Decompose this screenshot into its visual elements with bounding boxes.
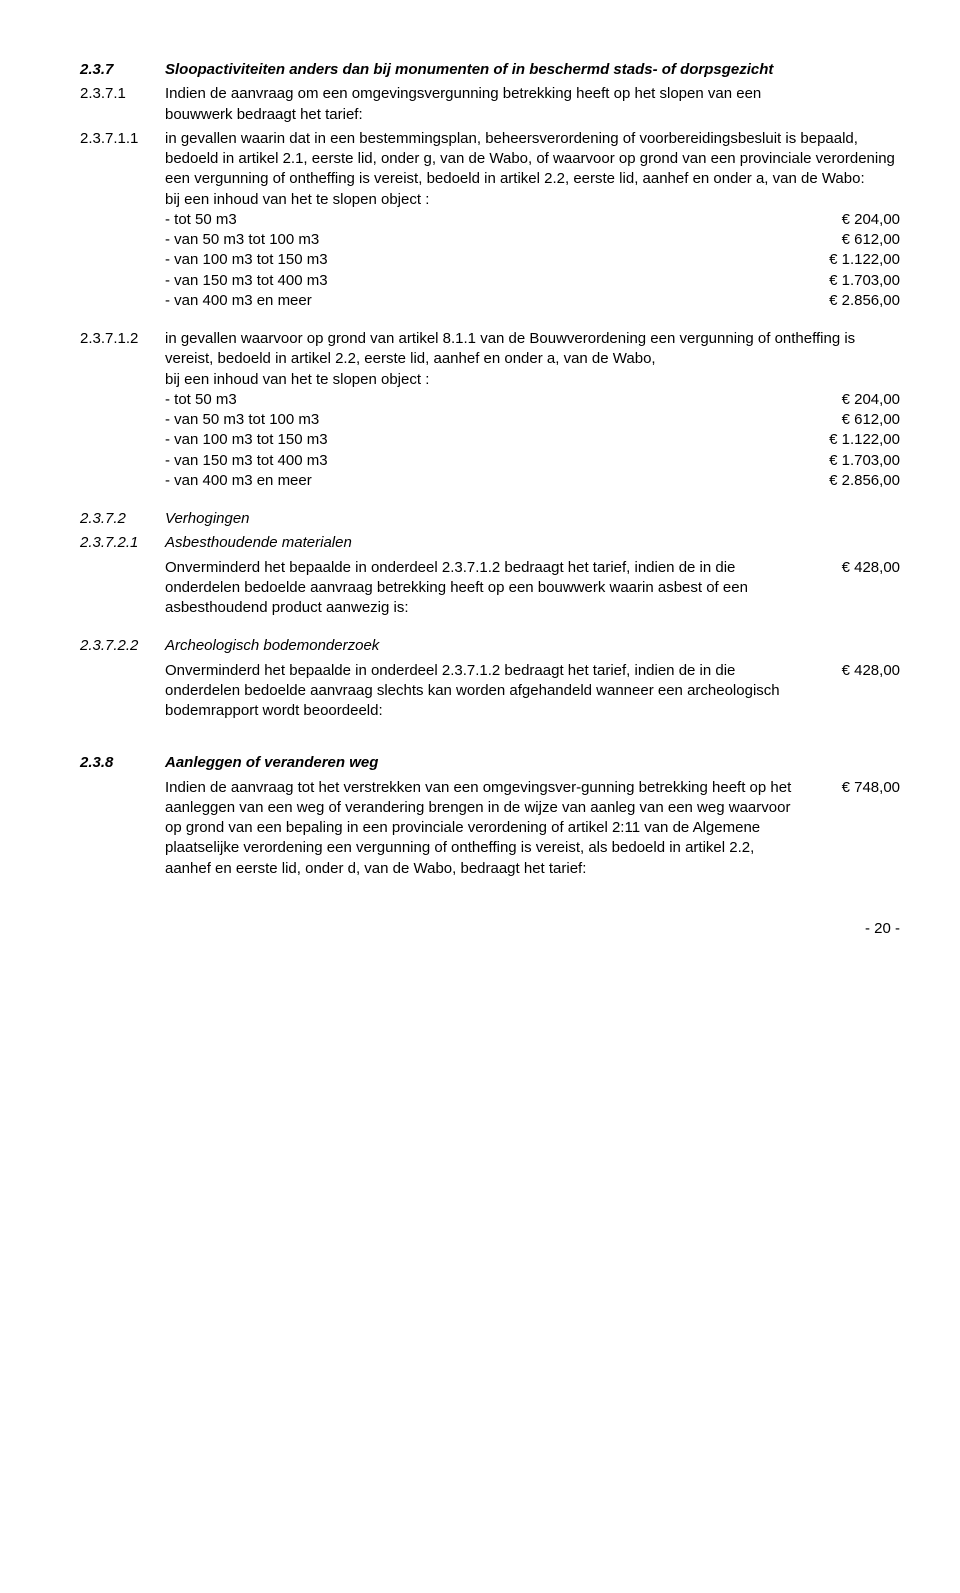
section-23722-amount: € 428,00 xyxy=(800,661,900,722)
section-238-number: 2.3.8 xyxy=(80,753,165,773)
price-row-amount: € 612,00 xyxy=(800,410,900,430)
price-row: - van 100 m3 tot 150 m3€ 1.122,00 xyxy=(165,430,900,450)
section-23712-body: in gevallen waarvoor op grond van artike… xyxy=(165,329,900,491)
section-238-textblock: Indien de aanvraag tot het verstrekken v… xyxy=(165,778,900,879)
price-row-label: - van 100 m3 tot 150 m3 xyxy=(165,250,800,270)
price-row-amount: € 204,00 xyxy=(800,210,900,230)
price-row: - van 50 m3 tot 100 m3€ 612,00 xyxy=(165,230,900,250)
price-row-label: - van 50 m3 tot 100 m3 xyxy=(165,230,800,250)
price-row-amount: € 1.122,00 xyxy=(800,430,900,450)
price-row-amount: € 1.703,00 xyxy=(800,451,900,471)
price-row-label: - van 400 m3 en meer xyxy=(165,291,800,311)
section-23712: 2.3.7.1.2 in gevallen waarvoor op grond … xyxy=(80,329,900,491)
section-2372-number: 2.3.7.2 xyxy=(80,509,165,529)
section-23722-textblock: Onverminderd het bepaalde in onderdeel 2… xyxy=(165,661,900,722)
section-2371-text: Indien de aanvraag om een omgevingsvergu… xyxy=(165,84,800,125)
price-row-label: - van 150 m3 tot 400 m3 xyxy=(165,451,800,471)
price-row-amount: € 1.122,00 xyxy=(800,250,900,270)
section-23722-title: Archeologisch bodemonderzoek xyxy=(165,636,800,656)
section-23721-body: Onverminderd het bepaalde in onderdeel 2… xyxy=(80,558,900,619)
price-row: - van 100 m3 tot 150 m3€ 1.122,00 xyxy=(165,250,900,270)
section-237-heading: 2.3.7 Sloopactiviteiten anders dan bij m… xyxy=(80,60,900,80)
section-23712-number: 2.3.7.1.2 xyxy=(80,329,165,349)
section-237-title: Sloopactiviteiten anders dan bij monumen… xyxy=(165,60,800,80)
section-23712-intro: bij een inhoud van het te slopen object … xyxy=(165,370,900,390)
section-2372-heading: 2.3.7.2 Verhogingen xyxy=(80,509,900,529)
section-23721-number: 2.3.7.2.1 xyxy=(80,533,165,553)
price-row: - van 400 m3 en meer€ 2.856,00 xyxy=(165,471,900,491)
price-row-label: - van 100 m3 tot 150 m3 xyxy=(165,430,800,450)
section-238-amount: € 748,00 xyxy=(800,778,900,879)
section-23721-heading: 2.3.7.2.1 Asbesthoudende materialen xyxy=(80,533,900,553)
section-23711-body: in gevallen waarin dat in een bestemming… xyxy=(165,129,900,311)
section-238-body: Indien de aanvraag tot het verstrekken v… xyxy=(80,778,900,879)
section-23721-text: Onverminderd het bepaalde in onderdeel 2… xyxy=(165,558,800,619)
section-23711-number: 2.3.7.1.1 xyxy=(80,129,165,149)
price-row-label: - tot 50 m3 xyxy=(165,210,800,230)
section-238-title: Aanleggen of veranderen weg xyxy=(165,753,800,773)
price-row-label: - van 400 m3 en meer xyxy=(165,471,800,491)
section-23721-textblock: Onverminderd het bepaalde in onderdeel 2… xyxy=(165,558,900,619)
price-row: - van 150 m3 tot 400 m3€ 1.703,00 xyxy=(165,451,900,471)
price-row-amount: € 2.856,00 xyxy=(800,471,900,491)
price-row-label: - tot 50 m3 xyxy=(165,390,800,410)
section-23721-title: Asbesthoudende materialen xyxy=(165,533,800,553)
section-23711: 2.3.7.1.1 in gevallen waarin dat in een … xyxy=(80,129,900,311)
section-2371-number: 2.3.7.1 xyxy=(80,84,165,104)
section-23711-text: in gevallen waarin dat in een bestemming… xyxy=(165,129,900,190)
section-23712-text: in gevallen waarvoor op grond van artike… xyxy=(165,329,900,370)
price-row-label: - van 50 m3 tot 100 m3 xyxy=(165,410,800,430)
price-row: - tot 50 m3€ 204,00 xyxy=(165,210,900,230)
price-row: - tot 50 m3€ 204,00 xyxy=(165,390,900,410)
section-23722-text: Onverminderd het bepaalde in onderdeel 2… xyxy=(165,661,800,722)
section-2371: 2.3.7.1 Indien de aanvraag om een omgevi… xyxy=(80,84,900,125)
section-23722-heading: 2.3.7.2.2 Archeologisch bodemonderzoek xyxy=(80,636,900,656)
price-row: - van 50 m3 tot 100 m3€ 612,00 xyxy=(165,410,900,430)
price-row: - van 400 m3 en meer€ 2.856,00 xyxy=(165,291,900,311)
price-row-amount: € 1.703,00 xyxy=(800,271,900,291)
section-238-text: Indien de aanvraag tot het verstrekken v… xyxy=(165,778,800,879)
price-row: - van 150 m3 tot 400 m3€ 1.703,00 xyxy=(165,271,900,291)
page-number: - 20 - xyxy=(80,919,900,939)
section-23721-amount: € 428,00 xyxy=(800,558,900,619)
price-row-amount: € 204,00 xyxy=(800,390,900,410)
section-238-heading: 2.3.8 Aanleggen of veranderen weg xyxy=(80,753,900,773)
section-2372-title: Verhogingen xyxy=(165,509,800,529)
section-23711-intro: bij een inhoud van het te slopen object … xyxy=(165,190,900,210)
price-row-label: - van 150 m3 tot 400 m3 xyxy=(165,271,800,291)
section-23722-number: 2.3.7.2.2 xyxy=(80,636,165,656)
section-23722-body: Onverminderd het bepaalde in onderdeel 2… xyxy=(80,661,900,722)
section-237-number: 2.3.7 xyxy=(80,60,165,80)
price-row-amount: € 2.856,00 xyxy=(800,291,900,311)
price-row-amount: € 612,00 xyxy=(800,230,900,250)
